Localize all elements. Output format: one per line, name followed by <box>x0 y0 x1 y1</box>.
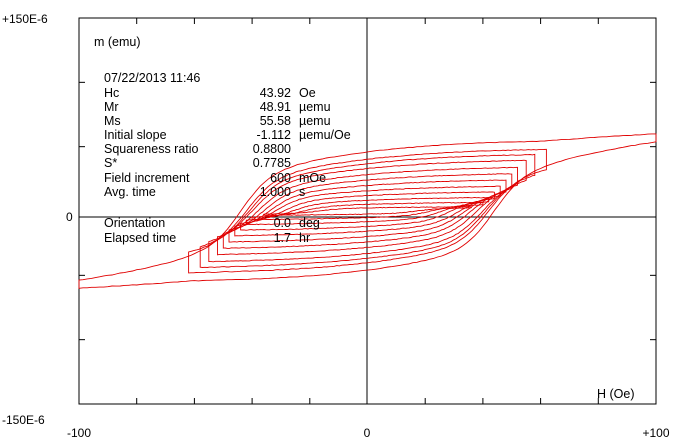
annotation-value: 1.000 <box>260 185 291 199</box>
annotation-value: 43.92 <box>260 86 291 100</box>
annotation-unit: µemu <box>299 114 331 128</box>
annotation-label: Ms <box>104 114 121 128</box>
annotation-value: 48.91 <box>260 100 291 114</box>
hysteresis-loop <box>251 201 484 221</box>
hysteresis-loops <box>78 133 657 289</box>
hysteresis-loop <box>222 173 513 249</box>
hysteresis-loop <box>78 133 657 289</box>
annotation-label: Elapsed time <box>104 231 176 245</box>
hysteresis-loop <box>234 185 501 237</box>
annotation-unit: µemu/Oe <box>299 128 351 142</box>
annotation-unit: Oe <box>299 86 316 100</box>
y-tick-label-top: +150E-6 <box>2 12 48 26</box>
annotation-value: 55.58 <box>260 114 291 128</box>
annotation-label: Squareness ratio <box>104 142 199 156</box>
timestamp: 07/22/2013 11:46 <box>104 71 200 85</box>
annotation-label: S* <box>104 156 117 170</box>
hysteresis-loop <box>263 206 472 216</box>
annotation-label: Avg. time <box>104 185 156 199</box>
minor-ticks <box>79 18 656 404</box>
hysteresis-loop <box>208 159 527 263</box>
annotation-value: 0.8800 <box>253 142 291 156</box>
annotation-unit: deg <box>299 216 320 230</box>
x-tick-label-center: 0 <box>364 426 371 440</box>
annotation-value: -1.112 <box>256 128 291 142</box>
annotation-label: Mr <box>104 100 119 114</box>
hysteresis-loop <box>228 179 507 243</box>
annotation-value: 0.0 <box>274 216 291 230</box>
hysteresis-loop <box>199 153 536 268</box>
hysteresis-loop <box>240 191 495 231</box>
y-tick-label-bottom: -150E-6 <box>2 413 45 427</box>
annotation-unit: mOe <box>299 171 326 185</box>
annotation-label: Field increment <box>104 171 190 185</box>
annotation-value: 600 <box>270 171 291 185</box>
annotation-value: 0.7785 <box>253 156 291 170</box>
annotation-unit: s <box>299 185 305 199</box>
y-axis-label: m (emu) <box>94 35 141 49</box>
annotation-label: Hc <box>104 86 119 100</box>
annotation-label: Initial slope <box>104 128 167 142</box>
annotation-value: 1.7 <box>274 231 291 245</box>
hysteresis-loop <box>188 148 547 274</box>
x-axis-label: H (Oe) <box>597 387 635 401</box>
x-tick-label-left: -100 <box>67 426 91 440</box>
measurement-annotations: Hc 43.92 Oe Mr 48.91 µemu Ms 55.58 µemu Initial s… <box>104 86 351 245</box>
annotation-unit: µemu <box>299 100 331 114</box>
annotation-label: Orientation <box>104 216 165 230</box>
y-tick-label-zero: 0 <box>66 210 73 224</box>
annotation-unit: hr <box>299 231 310 245</box>
hysteresis-loop <box>245 196 490 226</box>
x-tick-label-right: +100 <box>642 426 669 440</box>
hysteresis-loop <box>217 166 518 256</box>
